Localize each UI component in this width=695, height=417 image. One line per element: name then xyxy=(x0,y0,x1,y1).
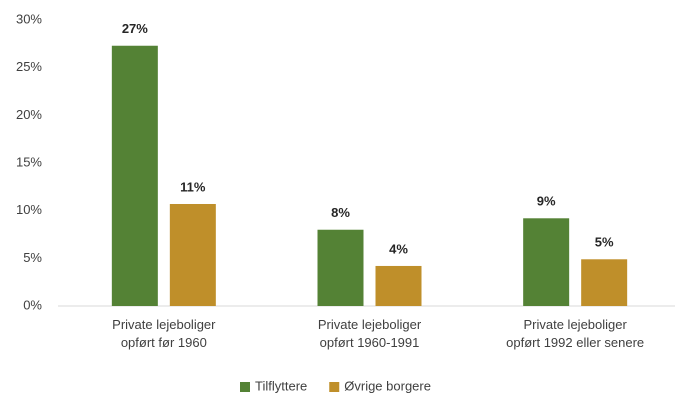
bar xyxy=(581,259,628,306)
y-tick-label: 25% xyxy=(16,59,42,74)
x-tick-label: Private lejeboliger opført før 1960 xyxy=(112,317,216,350)
value-label: 4% xyxy=(389,241,408,256)
bar xyxy=(169,203,216,306)
y-tick-label: 10% xyxy=(16,202,42,217)
bar xyxy=(375,265,422,306)
value-label: 8% xyxy=(331,205,350,220)
value-label: 11% xyxy=(180,179,206,194)
legend-swatch xyxy=(240,382,250,392)
x-tick-label: Private lejeboliger opført 1992 eller sen… xyxy=(506,317,644,350)
y-tick-label: 5% xyxy=(23,250,42,265)
value-label: 9% xyxy=(537,194,556,209)
x-tick-label: Private lejeboliger opført 1960-1991 xyxy=(318,317,422,350)
legend-label: Tilflyttere xyxy=(255,378,307,393)
value-label: 27% xyxy=(122,21,148,36)
value-label: 5% xyxy=(595,235,614,250)
legend-swatch xyxy=(329,382,340,392)
y-tick-label: 15% xyxy=(16,154,42,169)
bar xyxy=(111,45,158,307)
legend-label: Øvrige borgere xyxy=(344,378,431,393)
y-tick-label: 30% xyxy=(16,11,42,26)
bar xyxy=(317,229,364,306)
y-tick-label: 0% xyxy=(23,297,42,312)
y-tick-label: 20% xyxy=(16,107,42,122)
bar xyxy=(523,218,570,306)
